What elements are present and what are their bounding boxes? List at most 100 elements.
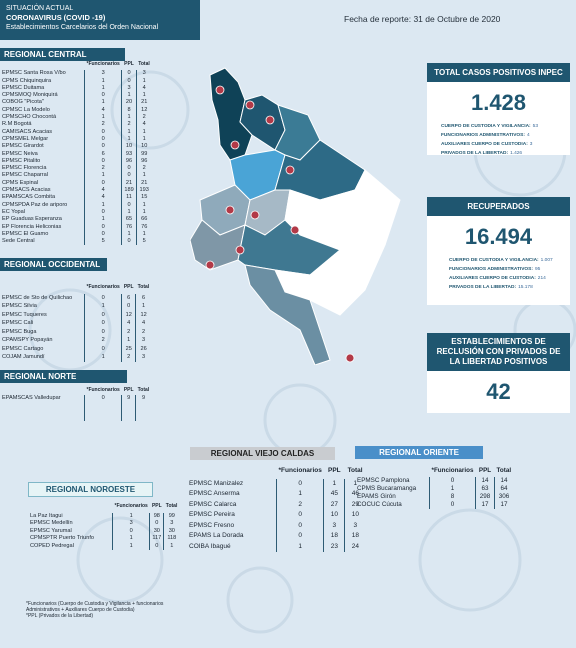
region-table: REGIONAL NORTE *Funcionarios PPL Total EPAMS… (0, 370, 152, 421)
cell-value: 15 (135, 194, 152, 202)
region-title: REGIONAL OCCIDENTAL (0, 258, 107, 271)
cell-value: 1 (344, 478, 366, 489)
cell-value: 23 (323, 541, 345, 552)
facility-name: COPED Pedregal (30, 542, 74, 549)
item-value: 3 (529, 142, 533, 147)
cell-value: 21 (135, 99, 152, 107)
data-row: CPMSACS Acacias 4 189 193 (0, 187, 152, 195)
cell-value: 1 (83, 201, 122, 209)
column-header: PPL (123, 387, 134, 393)
facility-name: EPAMSCAS Valledupar (2, 395, 61, 401)
stat-panel: RECUPERADOS 16.494 CUERPO DE CUSTODIA Y VI… (427, 197, 570, 305)
title: CORONAVIRUS (6, 13, 62, 22)
cell-value: 66 (135, 216, 152, 224)
header-row: *Funcionarios PPL Total (0, 61, 152, 70)
cell-value: 25 (121, 344, 136, 353)
cell-value: 1 (83, 172, 122, 180)
cell-value: 4 (135, 121, 152, 129)
region-title: REGIONAL NOROESTE (28, 482, 153, 497)
cell-value: 2 (135, 327, 152, 336)
data-row: EP Florencia Heliconias 0 76 76 (0, 223, 152, 231)
column-header: Total (137, 284, 150, 290)
cell-value: 3 (323, 520, 345, 531)
data-row: CPMS Espinal 0 21 21 (0, 179, 152, 188)
cell-value: 118 (163, 535, 180, 543)
data-row: EC Yopal 0 1 1 (0, 208, 152, 217)
cell-value: 193 (135, 187, 152, 195)
column-header: Total (165, 503, 178, 509)
cell-value: 0 (83, 223, 122, 231)
stat-panel: ESTABLECIMIENTOS DE RECLUSIÓN CON PRIVAD… (427, 333, 570, 413)
facility-name: EPMSC de Sto de Quilichao (2, 294, 73, 301)
header-spacer (0, 283, 85, 294)
cell-value: 76 (135, 223, 152, 231)
cell-value: 0 (149, 542, 164, 550)
subtitle: Establecimientos Carcelarios del Orden N… (6, 24, 159, 31)
data-row: EPMSC Girardot 0 10 10 (0, 143, 152, 151)
cell-value: 306 (494, 493, 514, 501)
column-header: *Funcionarios (114, 503, 148, 509)
header-row: *Funcionarios PPL Total (0, 283, 151, 294)
column-header: *Funcionarios (86, 284, 120, 290)
cell-value: 99 (163, 512, 180, 520)
cell-value: 1 (135, 230, 152, 239)
header-row: *Funcionarios PPL Total (355, 467, 513, 477)
data-row: EPMSC Tuqueres 0 12 12 (0, 310, 152, 319)
cell-value: 2 (121, 121, 137, 129)
cell-value: 64 (494, 485, 514, 493)
cell-value: 10 (121, 143, 137, 151)
facility-name: La Paz Itagui (30, 512, 63, 519)
footnote-line: *PPL (Privados de la Libertad) (26, 613, 94, 619)
facility-name: CPMSMOQ Moniquirá (2, 92, 58, 99)
cell-value: 9 (121, 395, 136, 421)
cell-value: 0 (83, 143, 122, 151)
data-table: *Funcionarios PPL Total EPMSC Pamplona 0 14 14… (355, 467, 514, 509)
cell-value: 6 (83, 150, 122, 158)
cell-value: 1 (135, 135, 152, 144)
column-header: *Funcionarios (278, 467, 322, 474)
data-row: CPMSMOQ Moniquirá 0 1 1 (0, 92, 152, 100)
data-table: *Funcionarios PPL Total La Paz Itagui 1 98 99 E… (28, 503, 180, 550)
data-row: CPMSCHO Chocontá 1 1 2 (0, 114, 152, 122)
facility-name: EP Florencia Heliconias (2, 223, 62, 230)
cell-value: 4 (83, 187, 122, 195)
cell-value: 24 (344, 541, 366, 552)
column-header: PPL (328, 467, 341, 474)
cell-value: 1 (83, 353, 122, 362)
region-title: REGIONAL CENTRAL (0, 48, 125, 61)
data-row: COPED Pedregal 1 0 1 (28, 542, 180, 550)
panel-total: 1.428 (470, 90, 527, 115)
cell-value: 14 (475, 477, 495, 485)
cell-value: 0 (83, 319, 122, 328)
cell-value: 3 (135, 70, 152, 78)
region-title: REGIONAL VIEJO CALDAS (190, 447, 335, 460)
data-row: CAMISACS Acacias 0 1 1 (0, 128, 152, 136)
cell-value: 0 (83, 208, 122, 217)
cell-value: 12 (135, 106, 152, 115)
kicker: SITUACIÓN ACTUAL (6, 5, 74, 12)
cell-value: 1 (83, 99, 122, 107)
cell-value: 2 (135, 114, 152, 122)
item-label: AUXILIARES CUERPO DE CUSTODIA: (449, 276, 536, 281)
cell-value: 4 (135, 319, 152, 328)
panel-item: PRIVADOS DE LA LIBERTAD: 15.178 (427, 283, 570, 292)
cell-value: 4 (135, 84, 152, 93)
report-date: Fecha de reporte: 31 de Octubre de 2020 (344, 14, 501, 24)
column-header: *Funcionarios (86, 61, 120, 67)
cell-value: 2 (135, 165, 152, 173)
cell-value: 0 (121, 238, 137, 246)
map (190, 67, 401, 365)
cell-value: 10 (323, 510, 345, 521)
item-value: 1.007 (540, 258, 553, 263)
data-row: CPAMSPY Popayán 2 1 3 (0, 336, 152, 345)
data-row: EPMSC Yarumal 0 30 30 (28, 527, 180, 535)
facility-name: EPMSC Santa Rosa V/bo (2, 70, 66, 77)
cell-value: 6 (121, 293, 136, 302)
panel-total: 16.494 (464, 224, 533, 249)
cell-value: 46 (344, 489, 366, 500)
panel-item: CUERPO DE CUSTODIA Y VIGILANCIA: 1.007 (427, 256, 570, 265)
cell-value: 0 (83, 230, 122, 239)
cell-value: 1 (111, 512, 150, 520)
cell-value: 21 (121, 179, 137, 188)
